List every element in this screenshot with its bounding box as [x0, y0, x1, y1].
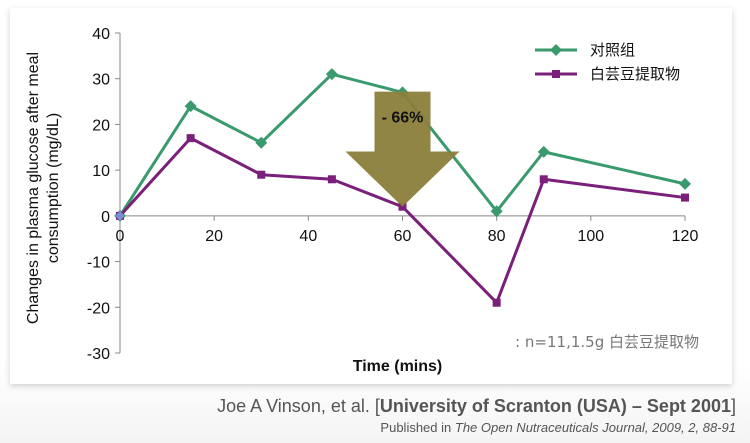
- y-tick-label: 20: [92, 117, 110, 134]
- y-tick-label: 40: [92, 26, 110, 43]
- x-tick-label: 0: [116, 228, 125, 245]
- y-tick-label: 10: [92, 163, 110, 180]
- y-axis-title-line-2: consumption (mg/dL): [45, 113, 62, 263]
- chart-panel: 40 30 20 10 0 -10 -20 -30 0 20 40 60 80 100 120 - 66% …: [10, 8, 732, 384]
- citation-published-prefix: Published in: [380, 420, 455, 435]
- data-point-square: [681, 193, 689, 202]
- x-tick-label: 80: [488, 228, 506, 245]
- sample-note: : n=11,1.5g 白芸豆提取物: [515, 333, 699, 351]
- legend-marker-diamond: [550, 44, 562, 56]
- data-point-square: [327, 175, 336, 184]
- data-point-diamond: [255, 136, 268, 149]
- data-point-diamond: [537, 145, 550, 158]
- series-line-1: [118, 72, 686, 217]
- data-point-diamond: [679, 177, 691, 190]
- data-point-square: [257, 170, 266, 179]
- x-tick-label: 20: [205, 228, 223, 245]
- data-point-diamond: [490, 205, 503, 218]
- reduction-arrow-label: - 66%: [382, 110, 424, 127]
- y-tick-label: -30: [87, 346, 110, 363]
- x-tick-label: 100: [577, 228, 604, 245]
- series-line-2: [118, 136, 686, 305]
- data-point-square: [539, 175, 548, 184]
- y-tick-label: 30: [92, 72, 110, 89]
- data-point-square: [492, 298, 501, 307]
- legend-marker-square: [552, 70, 560, 78]
- citation-close-bracket: ]: [730, 396, 736, 416]
- origin-point: [115, 210, 125, 221]
- data-point-square: [186, 134, 195, 143]
- reduction-arrow-shape: [345, 91, 460, 207]
- x-tick-label: 40: [299, 228, 317, 245]
- x-axis-title: Time (mins): [353, 358, 443, 375]
- citation-journal: The Open Nutraceuticals Journal, 2009, 2…: [454, 420, 736, 435]
- citation-publication-line: Published in The Open Nutraceuticals Jou…: [380, 420, 736, 435]
- data-point-diamond: [184, 100, 197, 113]
- data-point-diamond: [325, 68, 338, 81]
- legend-label: 对照组: [590, 41, 635, 59]
- citation-author-line: Joe A Vinson, et al. [University of Scra…: [217, 396, 736, 417]
- y-tick-label: 0: [101, 209, 110, 226]
- y-tick-label: -20: [87, 300, 110, 317]
- citation-affiliation: University of Scranton (USA) – Sept 2001: [379, 396, 731, 416]
- x-tick-label: 60: [394, 228, 412, 245]
- legend-label: 白芸豆提取物: [590, 65, 680, 83]
- y-tick-label: -10: [87, 255, 110, 272]
- citation-author: Joe A Vinson, et al. [: [217, 396, 380, 416]
- y-axis-title-line-1: Changes in plasma glucose after meal: [25, 52, 42, 324]
- x-tick-label: 120: [672, 228, 699, 245]
